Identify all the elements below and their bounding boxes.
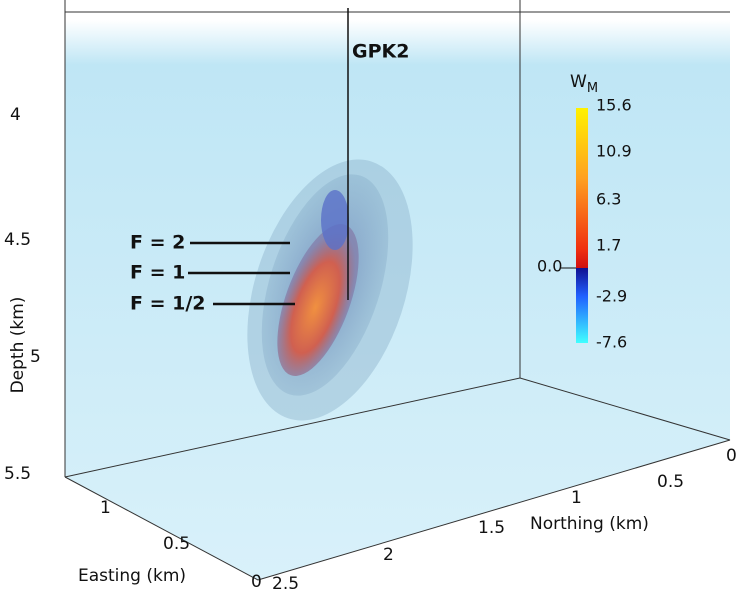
- easting-tick-label: 0.5: [163, 534, 190, 554]
- easting-axis-label: Easting (km): [78, 566, 186, 586]
- colorbar-title-main: W: [570, 72, 587, 92]
- colorbar-title-sub: M: [587, 81, 598, 96]
- northing-tick-label: 1: [571, 488, 582, 508]
- colorbar-tick-label: 1.7: [596, 236, 621, 255]
- contour-leaders: [188, 241, 295, 306]
- northing-tick-label: 1.5: [478, 518, 505, 538]
- easting-tick-label: 0: [251, 572, 262, 592]
- depth-tick-label: 5: [30, 347, 41, 367]
- northing-axis-label: Northing (km): [530, 514, 649, 534]
- contour-label: F = 2: [130, 232, 185, 254]
- well-label: GPK2: [352, 41, 409, 63]
- colorbar-tick-label: -2.9: [596, 287, 627, 306]
- bounding-box: [64, 0, 731, 581]
- depth-tick-label: 4: [10, 105, 21, 125]
- contour-label: F = 1/2: [130, 293, 206, 315]
- colorbar-zero-label: 0.0: [537, 257, 562, 276]
- volume-background: [65, 20, 730, 580]
- depth-tick-label: 4.5: [4, 230, 31, 250]
- colorbar-title: WM: [570, 72, 598, 96]
- northing-tick-label: 0: [726, 446, 737, 466]
- colorbar: [576, 108, 588, 343]
- easting-tick-label: 1: [100, 498, 111, 518]
- contour-label: F = 1: [130, 262, 185, 284]
- colorbar-tick-label: 10.9: [596, 142, 632, 161]
- northing-tick-label: 2.5: [272, 574, 299, 594]
- depth-tick-label: 5.5: [4, 464, 31, 484]
- colorbar-tick-label: 6.3: [596, 190, 621, 209]
- northing-tick-label: 2: [383, 545, 394, 565]
- northing-tick-label: 0.5: [657, 472, 684, 492]
- depth-axis-label: Depth (km): [8, 297, 28, 394]
- event-cloud: [247, 159, 413, 421]
- colorbar-tick-label: -7.6: [596, 333, 627, 352]
- colorbar-tick-label: 15.6: [596, 96, 632, 115]
